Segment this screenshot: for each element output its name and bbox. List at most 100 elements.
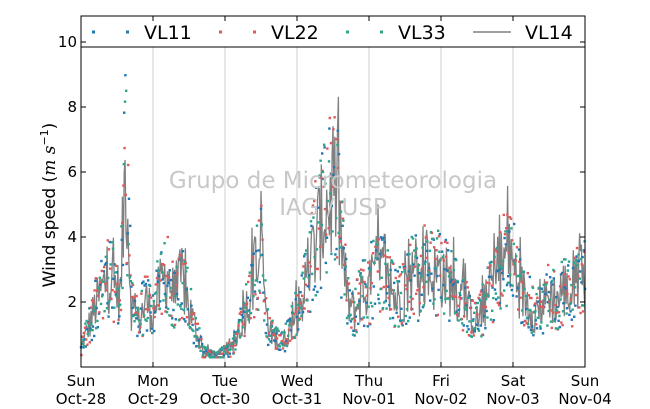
data-point <box>177 257 180 261</box>
data-point <box>294 291 297 295</box>
data-point <box>252 252 255 255</box>
data-point <box>557 311 561 314</box>
data-point <box>205 346 208 349</box>
data-point <box>515 255 518 258</box>
data-point <box>343 263 346 267</box>
data-point <box>165 311 169 314</box>
data-point <box>319 286 323 290</box>
data-point <box>505 304 508 308</box>
data-point <box>467 334 471 337</box>
data-point <box>301 271 304 274</box>
data-point <box>459 297 462 300</box>
data-point <box>311 298 314 301</box>
data-point <box>175 284 178 287</box>
plot-series <box>79 74 587 359</box>
data-point <box>429 299 432 302</box>
data-point <box>370 282 373 285</box>
data-point <box>87 324 91 327</box>
data-point <box>261 274 265 277</box>
data-point <box>84 322 87 325</box>
data-point <box>565 289 568 292</box>
data-point <box>546 301 549 304</box>
data-point <box>91 328 94 332</box>
data-point <box>249 299 252 302</box>
data-point <box>163 263 166 267</box>
data-point <box>85 328 89 331</box>
data-point <box>495 250 498 253</box>
data-point <box>195 336 199 339</box>
data-point <box>551 311 555 314</box>
data-point <box>485 281 489 284</box>
data-point <box>501 294 504 297</box>
legend-marker-vl22 <box>253 30 256 34</box>
data-point <box>128 254 131 257</box>
data-point <box>108 299 111 303</box>
data-point <box>106 239 109 242</box>
data-point <box>314 180 317 183</box>
data-point <box>449 280 452 283</box>
data-point <box>545 281 549 284</box>
data-point <box>562 302 565 305</box>
data-point <box>149 311 152 314</box>
data-point <box>550 326 553 330</box>
data-point <box>260 204 263 207</box>
data-point <box>332 176 335 179</box>
data-point <box>471 299 474 302</box>
data-point <box>326 199 329 203</box>
data-point <box>415 247 418 250</box>
data-point <box>239 310 243 313</box>
data-point <box>259 291 262 294</box>
data-point <box>135 306 139 310</box>
data-point <box>99 283 102 286</box>
data-point <box>445 269 449 272</box>
data-point <box>375 249 378 252</box>
data-point <box>523 324 526 327</box>
data-point <box>171 317 174 320</box>
data-point <box>349 313 352 316</box>
data-point <box>267 338 271 341</box>
data-point <box>105 289 108 292</box>
data-point <box>507 281 511 284</box>
data-point <box>113 306 116 309</box>
data-point <box>396 270 399 273</box>
data-point <box>453 295 456 298</box>
data-point <box>436 313 439 317</box>
data-point <box>165 306 168 309</box>
data-point <box>305 249 308 252</box>
data-point <box>539 327 542 330</box>
data-point <box>82 346 85 349</box>
data-point <box>236 331 239 335</box>
data-point <box>357 270 361 273</box>
data-point <box>573 256 576 259</box>
data-point <box>556 305 559 309</box>
data-point <box>270 325 273 328</box>
data-point <box>194 322 197 325</box>
data-point <box>363 280 366 284</box>
data-point <box>445 289 448 293</box>
data-point <box>255 224 259 227</box>
data-point <box>518 260 521 263</box>
data-point <box>94 277 97 280</box>
data-point <box>420 274 423 278</box>
data-point <box>465 280 468 284</box>
data-point <box>301 294 304 297</box>
legend-marker-vl22 <box>219 30 222 34</box>
data-point <box>233 344 237 347</box>
data-point <box>417 288 420 291</box>
x-tick-label-day: Sun <box>571 372 600 390</box>
data-point <box>425 249 428 253</box>
data-point <box>237 321 241 324</box>
data-point <box>542 283 545 286</box>
data-point <box>366 316 369 319</box>
data-point <box>388 256 391 259</box>
data-point <box>510 288 513 292</box>
data-point <box>410 307 413 310</box>
legend-label-vl14: VL14 <box>525 22 573 44</box>
data-point <box>437 288 440 292</box>
data-point <box>316 267 319 271</box>
data-point <box>151 294 155 297</box>
data-point <box>261 238 264 241</box>
data-point <box>482 305 485 308</box>
data-point <box>167 281 170 285</box>
data-point <box>375 243 379 246</box>
